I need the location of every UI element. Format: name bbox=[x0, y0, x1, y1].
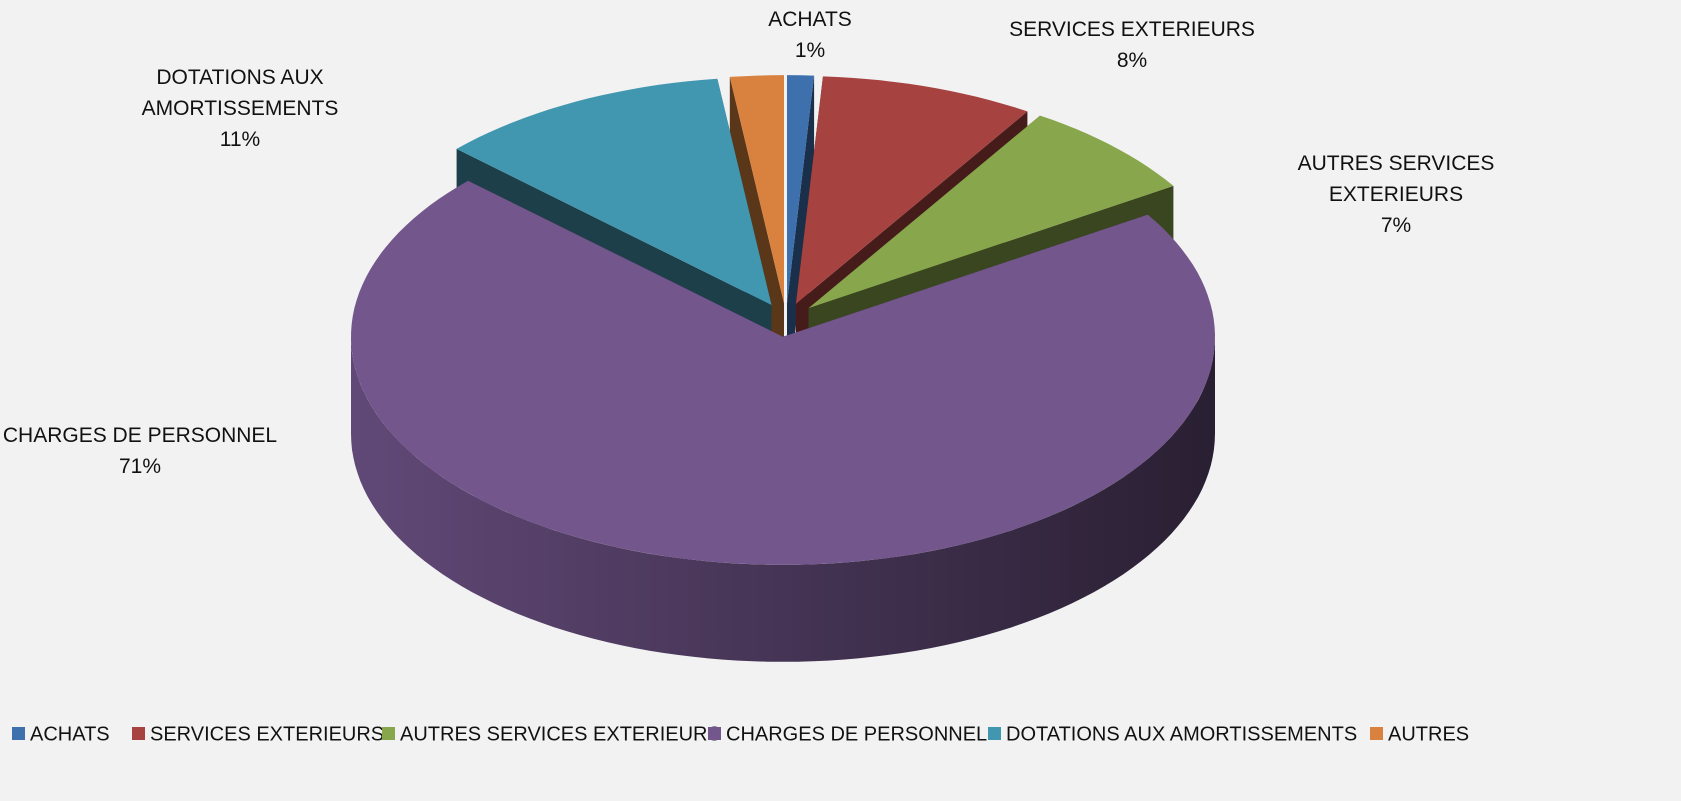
label-category: AUTRES SERVICES EXTERIEURS bbox=[1297, 152, 1495, 206]
label-category: ACHATS bbox=[768, 8, 852, 31]
legend-swatch bbox=[708, 727, 721, 740]
legend-swatch bbox=[132, 727, 145, 740]
label-category: DOTATIONS AUX AMORTISSEMENTS bbox=[141, 66, 339, 120]
slice-top bbox=[787, 75, 815, 304]
data-label: DOTATIONS AUX AMORTISSEMENTS 11% bbox=[125, 62, 355, 155]
legend-label: SERVICES EXTERIEURS bbox=[150, 723, 384, 745]
data-label: CHARGES DE PERSONNEL 71% bbox=[0, 420, 305, 482]
slice-top bbox=[456, 78, 772, 305]
label-value: 8% bbox=[1116, 49, 1148, 72]
legend-label: AUTRES SERVICES EXTERIEURS bbox=[400, 723, 721, 745]
slice-wall bbox=[351, 336, 1215, 662]
slice-top bbox=[808, 115, 1174, 309]
label-value: 11% bbox=[219, 128, 261, 151]
slice-top bbox=[729, 75, 784, 304]
data-label: AUTRES SERVICES EXTERIEURS 7% bbox=[1231, 148, 1561, 241]
label-category: SERVICES EXTERIEURS bbox=[1009, 18, 1255, 41]
legend-label: DOTATIONS AUX AMORTISSEMENTS bbox=[1006, 723, 1357, 745]
slice-top bbox=[351, 180, 1215, 565]
slice-side bbox=[787, 75, 815, 401]
legend-swatch bbox=[12, 727, 25, 740]
slice-top bbox=[795, 76, 1028, 304]
slice bbox=[787, 75, 815, 401]
legend-label: ACHATS bbox=[30, 723, 110, 745]
label-value: 71% bbox=[118, 455, 162, 478]
legend-label: AUTRES bbox=[1388, 723, 1469, 745]
data-label: ACHATS 1% bbox=[645, 4, 975, 66]
slice bbox=[351, 180, 1215, 662]
legend-swatch bbox=[1370, 727, 1383, 740]
legend-swatch bbox=[988, 727, 1001, 740]
label-value: 1% bbox=[794, 39, 826, 62]
label-category: CHARGES DE PERSONNEL bbox=[2, 424, 278, 447]
data-label: SERVICES EXTERIEURS 8% bbox=[967, 14, 1297, 76]
legend-label: CHARGES DE PERSONNEL bbox=[726, 723, 987, 745]
legend-swatch bbox=[382, 727, 395, 740]
label-value: 7% bbox=[1380, 214, 1412, 237]
